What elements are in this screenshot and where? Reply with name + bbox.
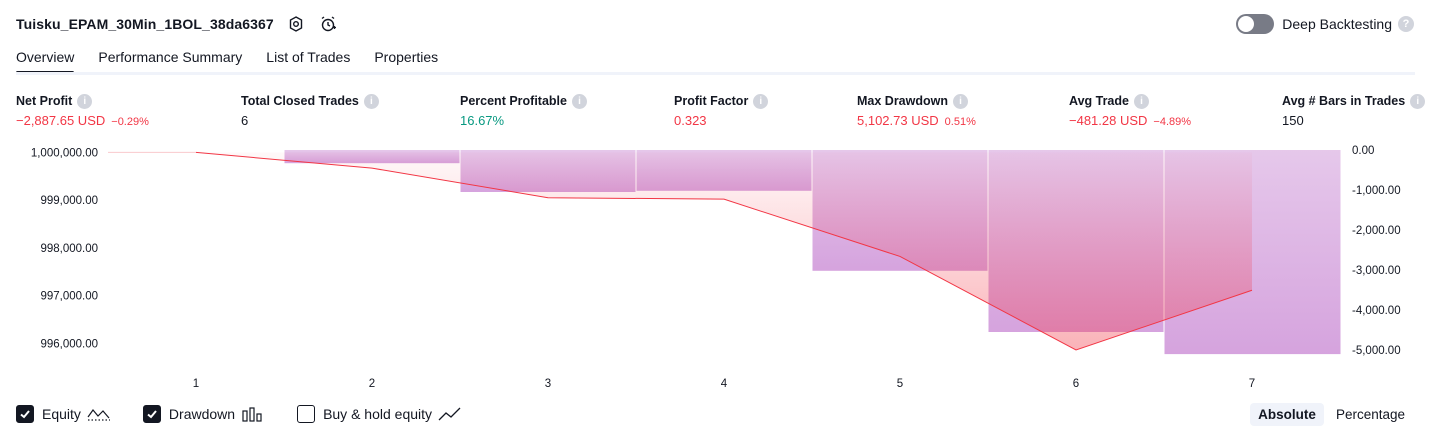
x-tick-label: 2: [369, 378, 375, 390]
value-mode-switch: Absolute Percentage: [1246, 401, 1413, 427]
metric-avg-bars-in-trades: Avg # Bars in Trades i 150: [1282, 93, 1426, 128]
deep-backtesting-toggle[interactable]: [1236, 14, 1275, 34]
x-tick-label: 7: [1249, 378, 1255, 390]
metric-label: Net Profit: [16, 94, 73, 108]
absolute-button[interactable]: Absolute: [1250, 402, 1324, 426]
metric-avg-trade: Avg Trade i −481.28 USD −4.89%: [1069, 93, 1191, 128]
left-tick-label: 1,000,000.00: [31, 147, 98, 159]
info-icon[interactable]: i: [571, 93, 587, 109]
metric-value: 16.67%: [460, 113, 505, 128]
area-line-icon: [87, 405, 111, 423]
metric-total-closed-trades: Total Closed Trades i 6: [241, 93, 379, 128]
equity-area: [108, 151, 1253, 351]
tab-properties[interactable]: Properties: [374, 49, 439, 65]
right-tick-label: -3,000.00: [1352, 265, 1401, 277]
x-tick-label: 6: [1073, 378, 1079, 390]
deep-backtesting: Deep Backtesting ?: [1236, 12, 1414, 36]
x-tick-label: 1: [193, 378, 199, 390]
metric-value: 5,102.73 USD: [857, 113, 939, 128]
legend-label: Equity: [42, 406, 81, 422]
deep-backtesting-label: Deep Backtesting: [1282, 16, 1392, 32]
left-axis: 1,000,000.00 999,000.00 998,000.00 997,000.…: [31, 147, 98, 350]
settings-icon[interactable]: [286, 14, 306, 34]
metric-net-profit: Net Profit i −2,887.65 USD −0.29%: [16, 93, 149, 128]
left-tick-label: 997,000.00: [40, 291, 98, 303]
tab-divider: [16, 72, 1415, 75]
chart-svg: 1,000,000.00 999,000.00 998,000.00 997,000.…: [31, 145, 1401, 390]
drawdown-checkbox[interactable]: [142, 405, 161, 423]
metric-value: 6: [241, 113, 249, 128]
left-tick-label: 998,000.00: [40, 243, 98, 255]
line-icon: [438, 405, 462, 423]
metric-value: −2,887.65 USD: [16, 113, 106, 128]
tab-list-of-trades[interactable]: List of Trades: [266, 49, 351, 65]
legend-buy-hold[interactable]: Buy & hold equity: [297, 405, 462, 423]
metric-max-drawdown: Max Drawdown i 5,102.73 USD 0.51%: [857, 93, 976, 128]
metric-label: Max Drawdown: [857, 94, 948, 108]
chart-legend: Equity Drawdown Buy & hold equity: [16, 404, 494, 424]
tab-performance-summary[interactable]: Performance Summary: [98, 49, 243, 65]
strategy-header: Tuisku_EPAM_30Min_1BOL_38da6367: [16, 12, 338, 36]
x-tick-label: 5: [897, 378, 903, 390]
metric-label: Percent Profitable: [460, 94, 567, 108]
metric-percent-profitable: Percent Profitable i 16.67%: [460, 93, 587, 128]
info-icon[interactable]: i: [753, 93, 769, 109]
metric-value: −481.28 USD: [1069, 113, 1148, 128]
add-alert-icon[interactable]: [318, 14, 338, 34]
equity-chart[interactable]: 1,000,000.00 999,000.00 998,000.00 997,000.…: [0, 140, 1431, 398]
right-tick-label: -1,000.00: [1352, 185, 1401, 197]
right-tick-label: 0.00: [1352, 145, 1374, 157]
legend-label: Drawdown: [168, 406, 236, 422]
equity-checkbox[interactable]: [16, 405, 34, 423]
right-tick-label: -5,000.00: [1352, 345, 1401, 357]
right-tick-label: -2,000.00: [1352, 225, 1401, 237]
equity-line: [195, 151, 1253, 351]
metric-profit-factor: Profit Factor i 0.323: [674, 93, 769, 128]
metric-label: Total Closed Trades: [241, 94, 359, 108]
metric-value: 150: [1282, 113, 1304, 128]
equity-fill: [108, 152, 1252, 350]
legend-label: Buy & hold equity: [323, 406, 433, 422]
legend-equity[interactable]: Equity: [16, 405, 111, 423]
info-icon[interactable]: i: [953, 93, 968, 109]
metric-value: 0.323: [674, 113, 707, 128]
info-icon[interactable]: i: [363, 93, 379, 109]
info-icon[interactable]: i: [1410, 93, 1426, 109]
tab-overview[interactable]: Overview: [16, 44, 75, 74]
metric-label: Profit Factor: [674, 94, 749, 108]
x-tick-label: 3: [545, 378, 551, 390]
metric-label: Avg # Bars in Trades: [1282, 94, 1406, 108]
metric-sub-value: −0.29%: [111, 116, 149, 128]
metric-sub-value: 0.51%: [944, 116, 976, 128]
info-icon[interactable]: i: [77, 93, 93, 109]
metrics-row: Net Profit i −2,887.65 USD −0.29% Total Cl…: [0, 93, 1431, 133]
left-tick-label: 999,000.00: [40, 195, 98, 207]
strategy-title: Tuisku_EPAM_30Min_1BOL_38da6367: [16, 16, 274, 32]
bars-icon: [241, 405, 265, 423]
right-axis: 0.00 -1,000.00 -2,000.00 -3,000.00 -4,000.00…: [1352, 145, 1401, 357]
x-tick-label: 4: [721, 378, 728, 390]
toggle-knob: [1238, 16, 1255, 32]
right-tick-label: -4,000.00: [1352, 305, 1401, 317]
buy-hold-checkbox[interactable]: [297, 405, 316, 423]
left-tick-label: 996,000.00: [40, 338, 98, 350]
metric-label: Avg Trade: [1069, 94, 1129, 108]
info-icon[interactable]: i: [1133, 93, 1149, 109]
tab-bar: Overview Performance Summary List of Tra…: [16, 44, 462, 74]
legend-drawdown[interactable]: Drawdown: [142, 405, 265, 423]
help-icon[interactable]: ?: [1398, 16, 1414, 32]
metric-sub-value: −4.89%: [1153, 116, 1192, 128]
percentage-button[interactable]: Percentage: [1335, 406, 1405, 422]
x-axis: 1 2 3 4 5 6 7: [193, 378, 1255, 390]
